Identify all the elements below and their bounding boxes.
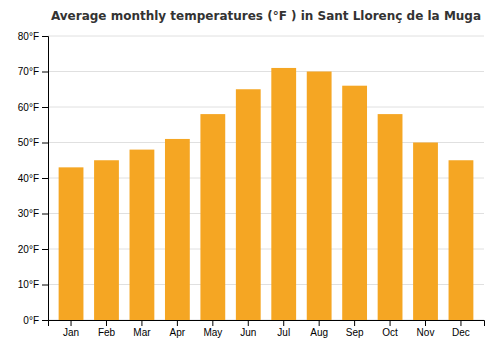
tick-mark (283, 320, 284, 326)
tick-mark (106, 320, 107, 326)
tick-mark (354, 320, 355, 326)
tick-mark (42, 72, 48, 73)
tick-label: Jan (63, 327, 79, 338)
tick: Jan (63, 320, 79, 338)
bar (94, 160, 119, 320)
tick: 50°F (18, 137, 48, 148)
tick: May (203, 320, 222, 338)
tick-label: 20°F (18, 244, 39, 255)
tick: Jul (277, 320, 290, 338)
tick-label: Jun (240, 327, 256, 338)
tick: 70°F (18, 66, 48, 77)
y-axis: 0°F 10°F 20°F 30°F 40°F 50°F 60°F 70°F 80°F (18, 31, 49, 326)
title: Average monthly temperatures (°F ) in Sa… (51, 9, 481, 23)
tick-mark (42, 249, 48, 250)
tick-mark (212, 320, 213, 326)
tick-label: Aug (310, 327, 328, 338)
chart: 0°F 10°F 20°F 30°F 40°F 50°F 60°F 70°F 80°F Jan Fe… (0, 0, 500, 350)
tick: Apr (170, 320, 186, 338)
tick: Mar (133, 320, 151, 338)
tick-mark (42, 214, 48, 215)
tick: 20°F (18, 244, 48, 255)
bar (342, 86, 367, 320)
bar (165, 139, 190, 320)
tick: 30°F (18, 208, 48, 219)
grid-line (48, 71, 484, 72)
tick-label: Apr (170, 327, 186, 338)
tick-label: Jul (277, 327, 290, 338)
tick: 0°F (23, 315, 48, 326)
tick-label: 0°F (23, 315, 39, 326)
tick: Oct (382, 320, 398, 338)
tick-mark (42, 36, 48, 37)
tick-mark (42, 178, 48, 179)
tick: 40°F (18, 173, 48, 184)
x-axis: Jan Feb Mar Apr May Jun Jul Aug Sep Oct Nov Dec (49, 320, 485, 338)
tick: Sep (346, 320, 364, 338)
bar (271, 68, 296, 320)
axis-line (49, 321, 485, 327)
tick-mark (42, 143, 48, 144)
tick-mark (71, 320, 72, 326)
tick: 80°F (18, 31, 48, 42)
tick-label: 70°F (18, 66, 39, 77)
tick-mark (460, 320, 461, 326)
tick-label: Dec (452, 327, 470, 338)
tick-label: 80°F (18, 31, 39, 42)
tick-mark (141, 320, 142, 326)
tick: Feb (98, 320, 116, 338)
tick: Aug (310, 320, 328, 338)
bar (130, 150, 155, 320)
bar (236, 89, 261, 320)
tick-mark (42, 285, 48, 286)
tick-mark (42, 107, 48, 108)
grid-line (48, 107, 484, 108)
bars (59, 68, 474, 320)
tick-mark (425, 320, 426, 326)
tick-label: 60°F (18, 102, 39, 113)
bar (307, 72, 332, 321)
tick: 60°F (18, 102, 48, 113)
tick-label: 10°F (18, 279, 39, 290)
plot: 0°F 10°F 20°F 30°F 40°F 50°F 60°F 70°F 80°F Jan Fe… (18, 31, 485, 338)
tick-label: Sep (346, 327, 364, 338)
bar (378, 114, 403, 320)
tick: Dec (452, 320, 470, 338)
grid (48, 36, 484, 320)
tick-label: Mar (133, 327, 151, 338)
bar (449, 160, 474, 320)
tick-label: Feb (98, 327, 116, 338)
tick: Jun (240, 320, 256, 338)
tick: Nov (417, 320, 435, 338)
tick: 10°F (18, 279, 48, 290)
bar (200, 114, 225, 320)
tick-label: Oct (382, 327, 398, 338)
bar (413, 143, 438, 321)
tick-mark (177, 320, 178, 326)
tick-label: 40°F (18, 173, 39, 184)
tick-label: 50°F (18, 137, 39, 148)
tick-mark (42, 320, 48, 321)
tick-mark (390, 320, 391, 326)
tick-label: May (203, 327, 222, 338)
bar (59, 167, 84, 320)
tick-label: 30°F (18, 208, 39, 219)
tick-mark (319, 320, 320, 326)
grid-line (48, 36, 484, 37)
axis-line (42, 37, 49, 321)
tick-mark (248, 320, 249, 326)
tick-label: Nov (417, 327, 435, 338)
